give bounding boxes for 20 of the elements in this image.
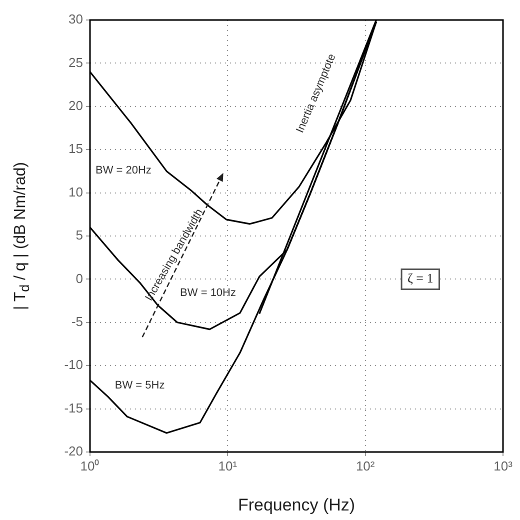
y-tick-label: -10: [64, 357, 83, 372]
annotation: BW = 10Hz: [180, 287, 236, 300]
y-tick-label: -5: [71, 314, 83, 329]
y-tick-label: 25: [68, 54, 83, 70]
y-tick-label: 20: [68, 98, 83, 113]
y-tick-label: 10: [68, 184, 83, 200]
y-tick-label: 30: [68, 12, 83, 27]
x-axis-title: Frequency (Hz): [238, 495, 356, 514]
y-tick-label: 5: [76, 228, 83, 243]
annotation: ζ = 1: [408, 270, 434, 286]
y-tick-label: 0: [76, 270, 83, 286]
annotation: BW = 5Hz: [114, 380, 165, 392]
x-tick-label: 10³: [494, 458, 514, 474]
x-tick-label: 10⁰: [80, 458, 100, 474]
x-tick-label: 10¹: [218, 458, 238, 474]
annotation: BW = 20Hz: [95, 164, 152, 176]
y-tick-label: -15: [64, 400, 83, 416]
x-tick-label: 10²: [356, 458, 376, 474]
y-tick-label: 15: [68, 141, 83, 156]
y-tick-label: -20: [64, 444, 83, 459]
